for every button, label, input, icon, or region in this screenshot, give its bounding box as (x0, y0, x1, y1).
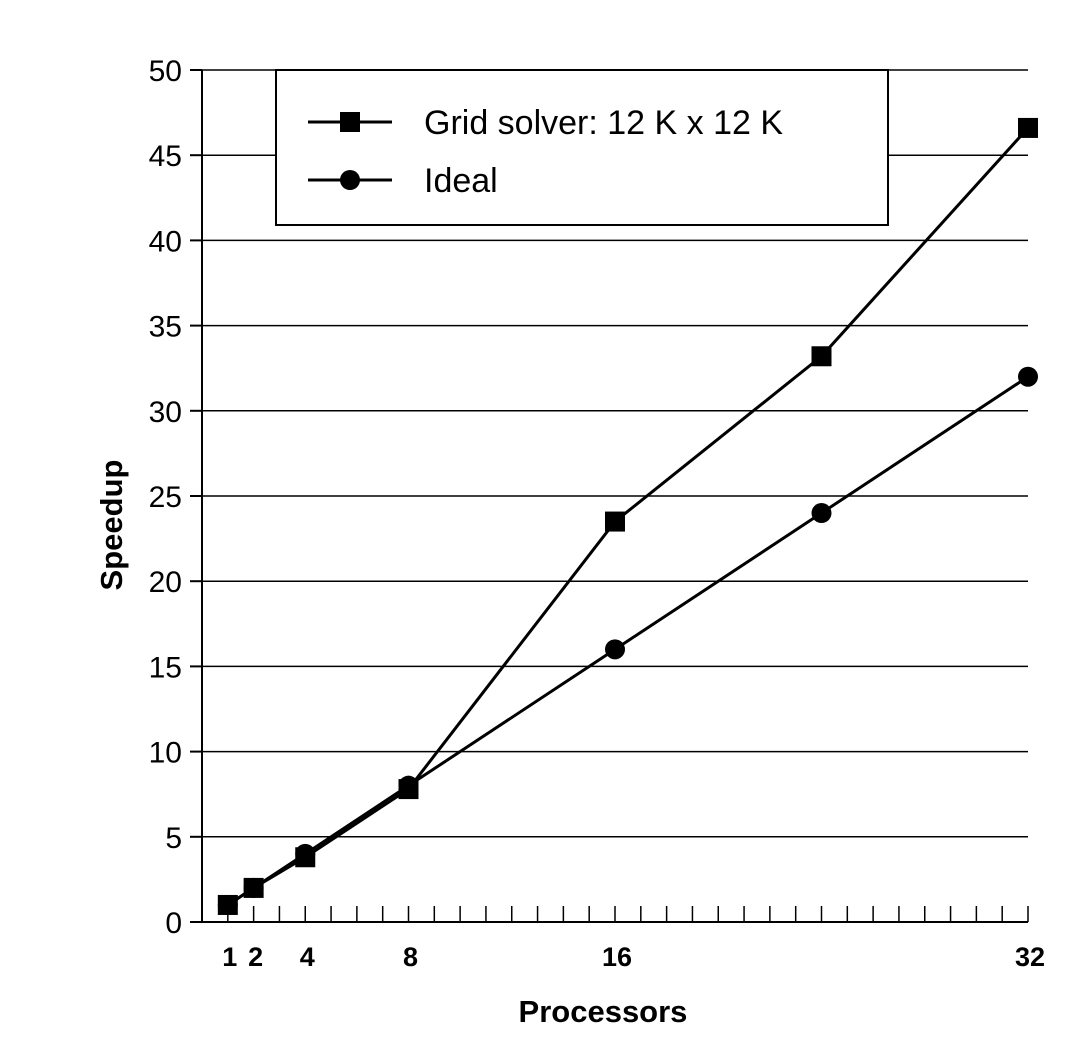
legend-marker-square (340, 112, 360, 132)
series-line-ideal (226, 375, 1029, 907)
data-point-ideal-24 (811, 503, 832, 524)
y-tick-label-40: 40 (149, 225, 182, 258)
x-tick-label-16: 16 (602, 942, 632, 972)
y-tick-label-30: 30 (149, 396, 182, 429)
data-point-ideal-16 (605, 639, 625, 660)
legend: Grid solver: 12 K x 12 K Ideal (275, 69, 889, 226)
series (217, 117, 1038, 915)
x-tick-label-32: 32 (1015, 942, 1045, 972)
data-point-grid-solver-24 (811, 346, 832, 367)
y-tick-label-15: 15 (149, 651, 182, 684)
data-point-ideal-8 (398, 775, 419, 796)
y-tick-label-5: 5 (165, 822, 182, 855)
y-tick-label-50: 50 (149, 55, 182, 88)
y-tick-label-25: 25 (149, 481, 182, 514)
legend-box (275, 69, 889, 226)
y-tick-label-10: 10 (149, 737, 182, 770)
y-tick-label-35: 35 (149, 311, 182, 344)
x-tick-label-2: 2 (248, 942, 263, 972)
data-point-ideal-32 (1018, 366, 1038, 387)
series-line-grid-solver (226, 126, 1030, 907)
x-tick-label-4: 4 (300, 942, 315, 972)
ticks: 0 5 10 15 20 25 30 35 40 45 50 1 2 4 8 16 32 (149, 55, 1045, 972)
y-axis-title: Speedup (94, 460, 129, 591)
data-point-ideal-4 (295, 843, 316, 864)
data-point-grid-solver-32 (1018, 117, 1038, 138)
x-tick-label-8: 8 (403, 942, 418, 972)
x-tick-label-1: 1 (222, 942, 237, 972)
legend-marker-circle (340, 170, 360, 190)
legend-label-grid-solver: Grid solver: 12 K x 12 K (424, 104, 783, 142)
data-point-ideal-2 (243, 877, 264, 898)
data-point-ideal-1 (217, 894, 238, 915)
data-point-grid-solver-16 (605, 511, 625, 532)
legend-label-ideal: Ideal (424, 162, 498, 200)
y-tick-label-45: 45 (149, 140, 182, 173)
y-tick-label-20: 20 (149, 566, 182, 599)
x-axis-title: Processors (519, 994, 688, 1029)
y-tick-label-0: 0 (165, 907, 182, 940)
